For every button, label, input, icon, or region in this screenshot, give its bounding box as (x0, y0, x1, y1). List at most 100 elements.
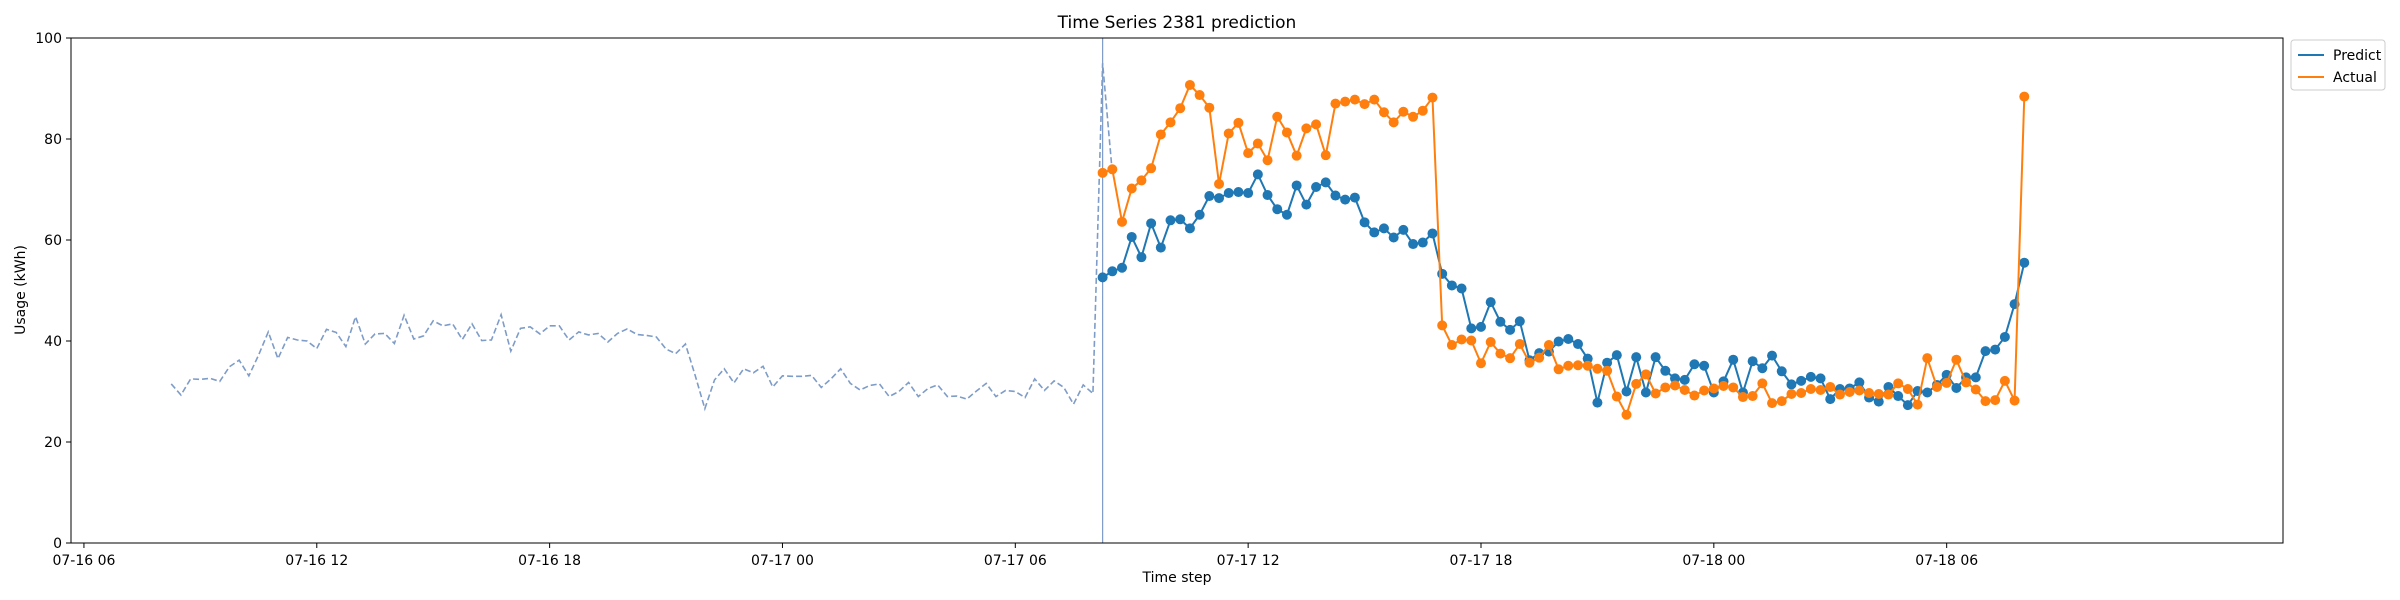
y-tick-label: 80 (44, 132, 62, 148)
data-point-predict (1417, 237, 1428, 248)
y-tick-label: 20 (44, 435, 62, 451)
data-point-predict (1573, 339, 1584, 350)
series-predict (1097, 169, 2030, 411)
data-point-predict (1427, 228, 1438, 239)
data-point-actual (1883, 389, 1894, 400)
x-tick-label: 07-17 06 (984, 553, 1047, 569)
data-point-actual (1854, 385, 1865, 396)
data-point-actual (1243, 148, 1254, 159)
data-point-predict (1999, 331, 2010, 342)
data-point-predict (1233, 187, 1244, 198)
y-tick-label: 60 (44, 233, 62, 249)
data-point-predict (1689, 359, 1700, 370)
data-point-predict (1107, 266, 1118, 277)
data-point-actual (1922, 353, 1933, 364)
data-point-predict (1505, 324, 1516, 335)
data-point-actual (1505, 353, 1516, 364)
data-point-actual (1592, 363, 1603, 374)
data-point-actual (1398, 106, 1409, 117)
data-point-predict (1514, 316, 1525, 327)
data-point-predict (1767, 350, 1778, 361)
data-point-actual (1873, 389, 1884, 400)
data-point-actual (1126, 183, 1137, 194)
data-point-predict (1805, 371, 1816, 382)
series-line-predict (1102, 172, 2026, 407)
data-point-predict (1650, 352, 1661, 363)
data-point-actual (1757, 378, 1768, 389)
data-point-predict (2019, 257, 2030, 268)
data-point-actual (1155, 129, 1166, 140)
data-point-actual (1834, 389, 1845, 400)
data-point-actual (1767, 398, 1778, 409)
data-point-actual (1961, 377, 1972, 388)
data-point-actual (1670, 380, 1681, 391)
data-point-predict (1747, 356, 1758, 367)
data-point-predict (1815, 373, 1826, 384)
data-point-actual (1864, 388, 1875, 399)
data-point-actual (1582, 360, 1593, 371)
data-point-predict (1311, 181, 1322, 192)
data-point-predict (1640, 387, 1651, 398)
data-point-actual (1631, 378, 1642, 389)
data-point-predict (1175, 214, 1186, 225)
data-point-actual (1330, 98, 1341, 109)
data-point-predict (1611, 350, 1622, 361)
data-point-predict (1155, 242, 1166, 253)
data-point-predict (1146, 218, 1157, 229)
data-point-predict (1446, 280, 1457, 291)
data-point-predict (1398, 224, 1409, 235)
data-point-actual (1699, 385, 1710, 396)
data-point-predict (1582, 353, 1593, 364)
data-point-predict (1980, 346, 1991, 357)
data-point-predict (1243, 188, 1254, 199)
data-point-actual (1912, 399, 1923, 410)
data-point-predict (1437, 268, 1448, 279)
data-point-actual (1941, 377, 1952, 388)
data-point-actual (1165, 117, 1176, 128)
data-point-actual (1175, 103, 1186, 114)
history-line (170, 63, 1114, 412)
data-point-actual (1805, 383, 1816, 394)
x-tick-label: 07-16 12 (285, 553, 348, 569)
data-point-predict (1330, 190, 1341, 201)
data-point-actual (1679, 384, 1690, 395)
data-point-actual (1466, 335, 1477, 346)
data-point-actual (1485, 337, 1496, 348)
data-point-predict (1291, 180, 1302, 191)
x-tick-label: 07-17 12 (1217, 553, 1280, 569)
data-point-actual (1728, 382, 1739, 393)
data-point-predict (1592, 397, 1603, 408)
data-point-predict (1281, 209, 1292, 220)
data-point-predict (1883, 381, 1894, 392)
data-point-actual (1184, 79, 1195, 90)
data-point-actual (1708, 383, 1719, 394)
x-tick-label: 07-18 00 (1682, 553, 1745, 569)
data-point-predict (1951, 382, 1962, 393)
data-point-predict (1873, 396, 1884, 407)
data-point-predict (1621, 386, 1632, 397)
data-point-actual (1146, 163, 1157, 174)
legend-label-predict: Predict (2333, 48, 2382, 64)
data-point-predict (1902, 400, 1913, 411)
data-point-actual (1970, 384, 1981, 395)
data-point-actual (1999, 375, 2010, 386)
data-point-actual (1107, 164, 1118, 175)
data-point-actual (1844, 387, 1855, 397)
data-point-actual (1553, 364, 1564, 375)
data-point-predict (1922, 387, 1933, 398)
data-point-predict (1359, 217, 1370, 228)
data-point-actual (1194, 90, 1205, 101)
x-tick-label: 07-18 06 (1915, 553, 1978, 569)
data-point-actual (1640, 369, 1651, 380)
data-point-predict (1117, 262, 1128, 273)
data-point-actual (1796, 388, 1807, 399)
x-tick-label: 07-17 00 (751, 553, 814, 569)
x-axis-label: Time step (1142, 570, 1212, 586)
data-point-predict (1679, 374, 1690, 385)
data-point-predict (1369, 227, 1380, 238)
data-point-actual (1514, 339, 1525, 350)
data-point-actual (1534, 352, 1545, 363)
data-point-actual (1378, 107, 1389, 118)
